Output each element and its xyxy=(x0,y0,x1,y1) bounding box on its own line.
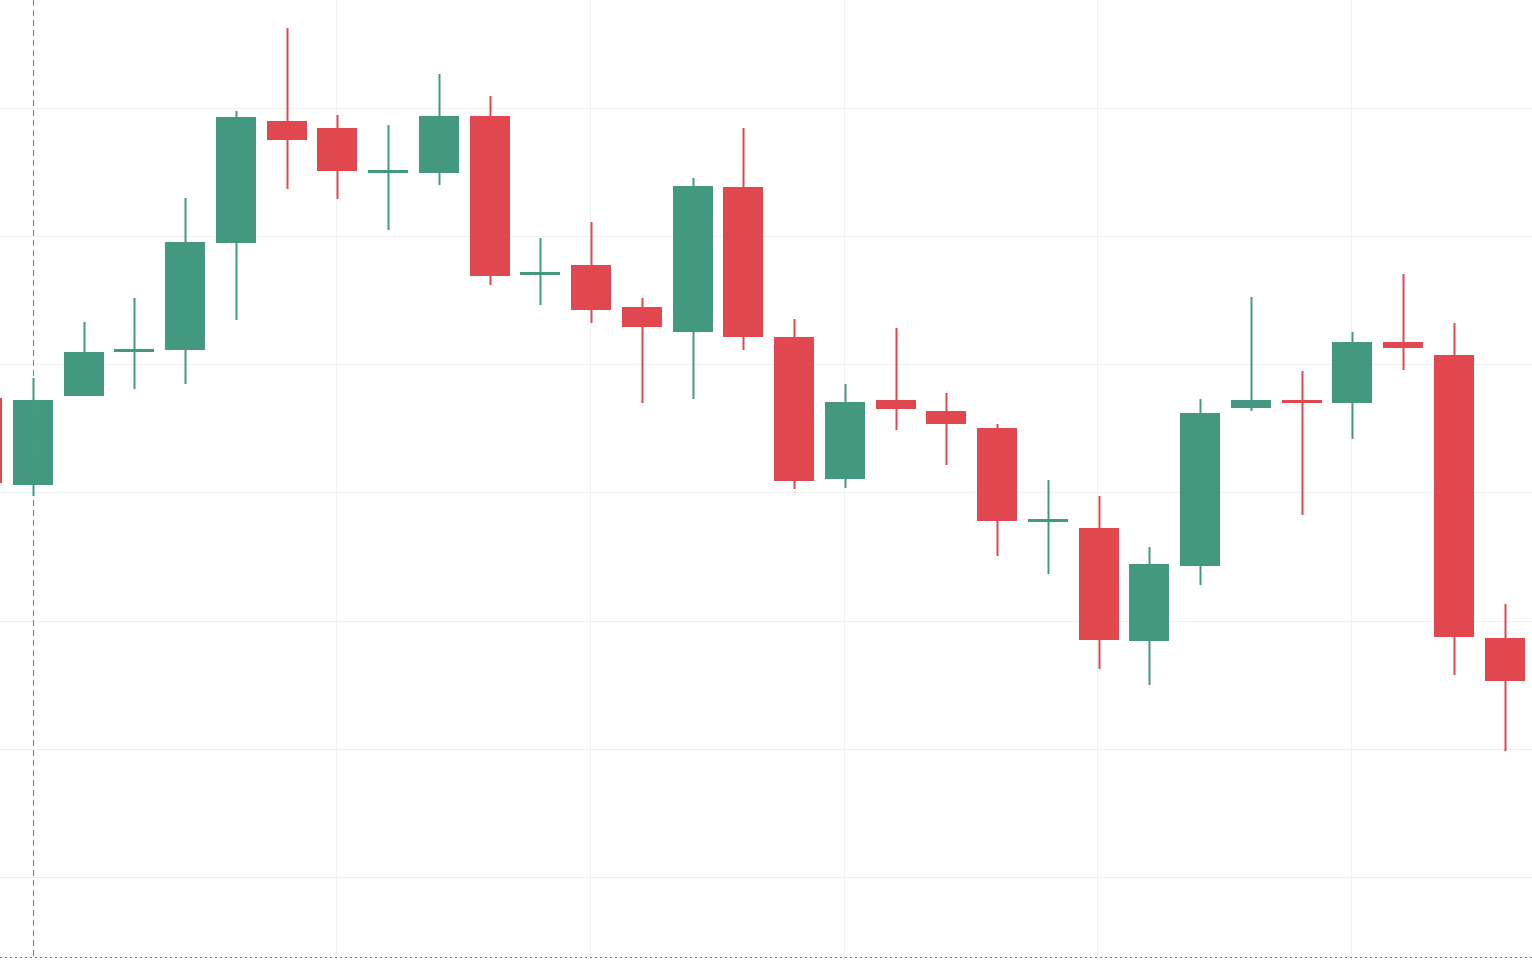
candles xyxy=(0,28,1525,751)
candle-down xyxy=(977,424,1017,556)
candle-down xyxy=(774,319,814,489)
candle-body xyxy=(825,402,865,479)
candle-down xyxy=(1282,371,1322,515)
candle-body xyxy=(470,116,510,276)
candle-down xyxy=(926,393,966,465)
candle-body xyxy=(774,337,814,481)
candle-down xyxy=(470,96,510,285)
candle-body xyxy=(1282,400,1322,403)
candle-body xyxy=(723,187,763,337)
candle-down xyxy=(876,328,916,430)
candle-down xyxy=(1434,323,1474,675)
candle-body xyxy=(64,352,104,396)
candle-body xyxy=(926,411,966,424)
candle-down xyxy=(622,298,662,403)
candle-up xyxy=(419,74,459,185)
candle-body xyxy=(114,349,154,352)
candle-up xyxy=(673,178,713,399)
candle-body xyxy=(165,242,205,350)
candle-body xyxy=(977,428,1017,521)
candle-up xyxy=(1332,332,1372,439)
candle-down xyxy=(267,28,307,189)
candle-body xyxy=(1434,355,1474,637)
candle-body xyxy=(216,117,256,243)
candle-body xyxy=(622,307,662,327)
candle-down xyxy=(317,115,357,199)
candle-up xyxy=(216,111,256,320)
candle-up xyxy=(1129,547,1169,685)
candle-up xyxy=(520,238,560,305)
candle-body xyxy=(1383,342,1423,348)
candle-up xyxy=(1231,297,1271,411)
candle-body xyxy=(1485,638,1525,681)
candle-up xyxy=(1180,399,1220,585)
candle-up xyxy=(165,198,205,384)
candle-body xyxy=(1028,519,1068,522)
candle-body xyxy=(1231,400,1271,408)
candle-body xyxy=(0,398,2,483)
candle-up xyxy=(825,384,865,488)
candle-body xyxy=(876,400,916,409)
candle-down xyxy=(1485,604,1525,751)
candle-down xyxy=(723,128,763,350)
candle-body xyxy=(1332,342,1372,403)
candle-down xyxy=(1079,496,1119,669)
candle-body xyxy=(520,272,560,275)
candle-body xyxy=(1180,413,1220,566)
candle-body xyxy=(1079,528,1119,640)
candle-body xyxy=(368,170,408,173)
candle-body xyxy=(571,265,611,310)
candle-up xyxy=(64,322,104,396)
candle-up xyxy=(1028,480,1068,574)
candle-body xyxy=(419,116,459,173)
candle-up xyxy=(114,298,154,389)
candle-body xyxy=(673,186,713,332)
candle-down xyxy=(571,222,611,323)
candle-body xyxy=(317,128,357,171)
candle-down xyxy=(0,398,2,483)
candle-body xyxy=(267,121,307,140)
candle-up xyxy=(368,125,408,230)
candle-body xyxy=(1129,564,1169,641)
candle-down xyxy=(1383,274,1423,370)
